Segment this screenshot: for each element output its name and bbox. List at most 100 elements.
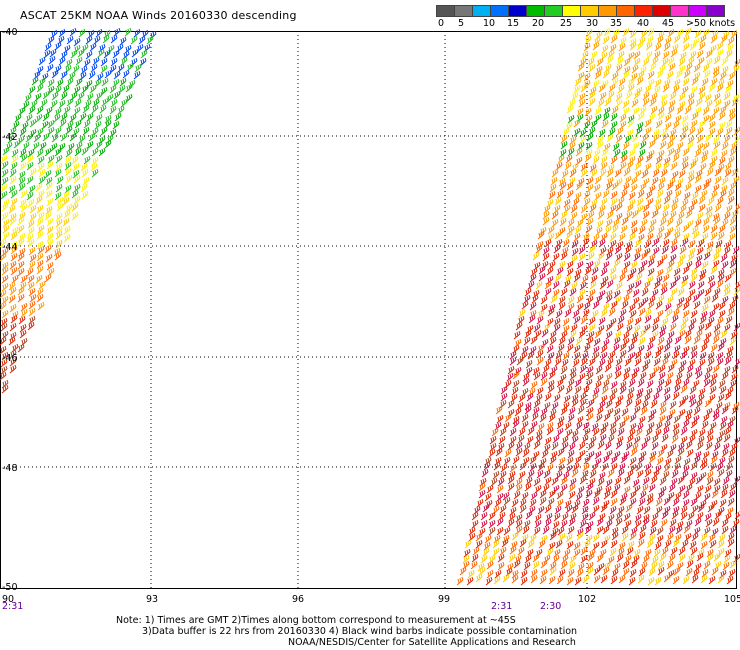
wind-barb <box>125 83 133 93</box>
wind-barb <box>592 41 600 51</box>
wind-barb <box>678 169 686 179</box>
wind-barb <box>708 160 716 170</box>
legend-swatch <box>490 5 509 17</box>
wind-barb <box>569 512 577 522</box>
wind-barb <box>527 469 535 479</box>
wind-barb <box>528 314 536 324</box>
wind-barb <box>501 538 509 548</box>
wind-barb <box>629 490 637 500</box>
wind-barb <box>561 246 569 256</box>
wind-barb <box>695 97 703 107</box>
wind-barb <box>723 99 731 109</box>
wind-barb <box>693 526 701 536</box>
wind-barb <box>634 357 642 367</box>
wind-barb <box>605 294 613 304</box>
wind-barb <box>524 482 532 492</box>
wind-barb <box>62 217 70 227</box>
wind-barb <box>27 198 35 208</box>
wind-barb <box>716 462 724 472</box>
wind-barb <box>553 548 561 558</box>
wind-barb <box>14 113 22 123</box>
wind-barb <box>612 343 620 353</box>
wind-barb <box>651 555 659 565</box>
wind-barb <box>628 378 636 388</box>
wind-barb <box>109 105 117 115</box>
wind-barb <box>549 566 557 576</box>
wind-barb <box>734 511 740 520</box>
wind-barb <box>669 322 677 332</box>
wind-barb <box>640 29 648 39</box>
wind-barb <box>45 189 53 199</box>
wind-barb <box>597 562 605 572</box>
wind-barb <box>478 527 486 537</box>
wind-barb <box>522 448 530 458</box>
wind-barb <box>468 532 476 542</box>
wind-barb <box>729 379 737 389</box>
wind-barb <box>587 398 595 408</box>
wind-barb <box>560 519 568 529</box>
wind-barb <box>521 413 529 423</box>
wind-barb <box>703 492 711 502</box>
wind-barb <box>620 454 628 464</box>
wind-barb <box>692 230 700 240</box>
wind-barb <box>660 168 668 178</box>
wind-barb <box>1 351 9 361</box>
wind-barb <box>660 281 668 291</box>
wind-barb <box>707 316 715 326</box>
wind-barb <box>636 204 644 214</box>
wind-barb <box>533 477 541 487</box>
wind-barb <box>654 78 662 88</box>
wind-barb <box>701 232 709 242</box>
wind-barb <box>8 281 16 291</box>
wind-barb <box>19 148 27 158</box>
wind-barb <box>587 552 595 562</box>
wind-barb <box>645 50 653 60</box>
wind-barb <box>712 302 720 312</box>
wind-barb <box>661 546 669 556</box>
wind-barb <box>582 421 590 431</box>
wind-barb <box>560 251 568 261</box>
wind-barb <box>39 141 47 151</box>
wind-barb <box>580 83 588 93</box>
wind-barb <box>580 357 588 367</box>
wind-barb <box>82 126 90 136</box>
wind-barb <box>673 34 681 44</box>
wind-barb <box>619 380 627 390</box>
wind-barb <box>515 513 523 523</box>
wind-barb <box>1 211 9 221</box>
wind-barb <box>627 540 635 550</box>
wind-barb <box>631 209 639 219</box>
wind-barb <box>638 148 646 158</box>
wind-barb <box>724 548 732 558</box>
wind-barb <box>593 36 601 46</box>
wind-barb <box>641 296 649 306</box>
wind-barb <box>590 168 598 178</box>
wind-barb <box>502 573 510 583</box>
wind-barb <box>723 211 731 221</box>
wind-barb <box>532 560 540 570</box>
wind-barb <box>579 398 587 408</box>
wind-barb <box>642 517 650 527</box>
wind-barb <box>721 260 729 270</box>
wind-barb <box>506 372 514 382</box>
wind-barb <box>578 441 586 451</box>
wind-barb <box>47 35 55 45</box>
wind-barb <box>73 195 81 205</box>
wind-barb <box>637 344 645 354</box>
lat-label-44: -44 <box>2 242 18 253</box>
wind-barb <box>576 218 584 228</box>
wind-barb <box>690 344 698 354</box>
wind-barb <box>589 203 597 213</box>
wind-barb <box>712 259 720 269</box>
wind-barb <box>488 519 496 529</box>
wind-barb <box>9 357 17 367</box>
wind-barb <box>578 245 586 255</box>
wind-barb <box>468 526 476 536</box>
wind-barb <box>484 456 492 466</box>
wind-barb <box>656 534 664 544</box>
wind-barb <box>64 184 72 194</box>
wind-barb <box>663 351 671 361</box>
wind-barb <box>623 366 631 376</box>
wind-barb <box>654 203 662 213</box>
wind-barb <box>523 561 531 571</box>
